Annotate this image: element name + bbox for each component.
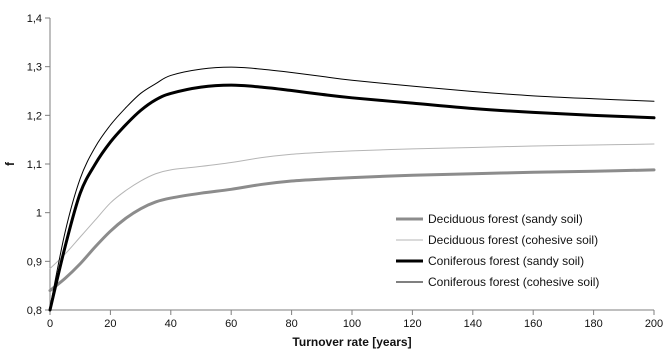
x-tick-label: 40 xyxy=(165,318,177,330)
y-tick-label: 1 xyxy=(36,208,42,220)
series-line-coniferous-cohesive xyxy=(49,66,655,309)
y-axis-title: f xyxy=(3,161,17,166)
legend-label-deciduous-cohesive: Deciduous forest (cohesive soil) xyxy=(428,233,598,247)
y-axis-ticks: 0,8 0,9 1 1,1 1,2 1,3 1,4 xyxy=(27,13,50,317)
legend-label-coniferous-sandy: Coniferous forest (sandy soil) xyxy=(428,254,584,268)
y-tick-label: 0,9 xyxy=(27,256,42,268)
x-tick-label: 140 xyxy=(464,318,482,330)
x-tick-label: 20 xyxy=(104,318,116,330)
x-tick-label: 0 xyxy=(47,318,53,330)
y-tick-label: 1,1 xyxy=(27,159,42,171)
y-tick-label: 1,2 xyxy=(27,110,42,122)
x-tick-label: 200 xyxy=(645,318,663,330)
series-line-deciduous-sandy xyxy=(48,168,656,293)
x-axis-ticks: 0 20 40 60 80 100 120 140 160 180 200 xyxy=(47,310,663,330)
x-axis-title: Turnover rate [years] xyxy=(292,335,411,349)
x-tick-label: 100 xyxy=(343,318,361,330)
series-line-deciduous-cohesive xyxy=(49,143,655,270)
y-tick-label: 1,4 xyxy=(27,13,42,25)
legend: Deciduous forest (sandy soil) Deciduous f… xyxy=(396,212,599,289)
y-tick-label: 0,8 xyxy=(27,305,42,317)
x-tick-label: 160 xyxy=(524,318,542,330)
x-tick-label: 180 xyxy=(584,318,602,330)
x-tick-label: 60 xyxy=(225,318,237,330)
legend-label-coniferous-cohesive: Coniferous forest (cohesive soil) xyxy=(428,275,599,289)
series-lines xyxy=(48,66,656,312)
series-line-coniferous-sandy xyxy=(48,83,656,312)
y-tick-label: 1,3 xyxy=(27,62,42,74)
x-tick-label: 120 xyxy=(403,318,421,330)
x-tick-label: 80 xyxy=(285,318,297,330)
legend-label-deciduous-sandy: Deciduous forest (sandy soil) xyxy=(428,212,583,226)
